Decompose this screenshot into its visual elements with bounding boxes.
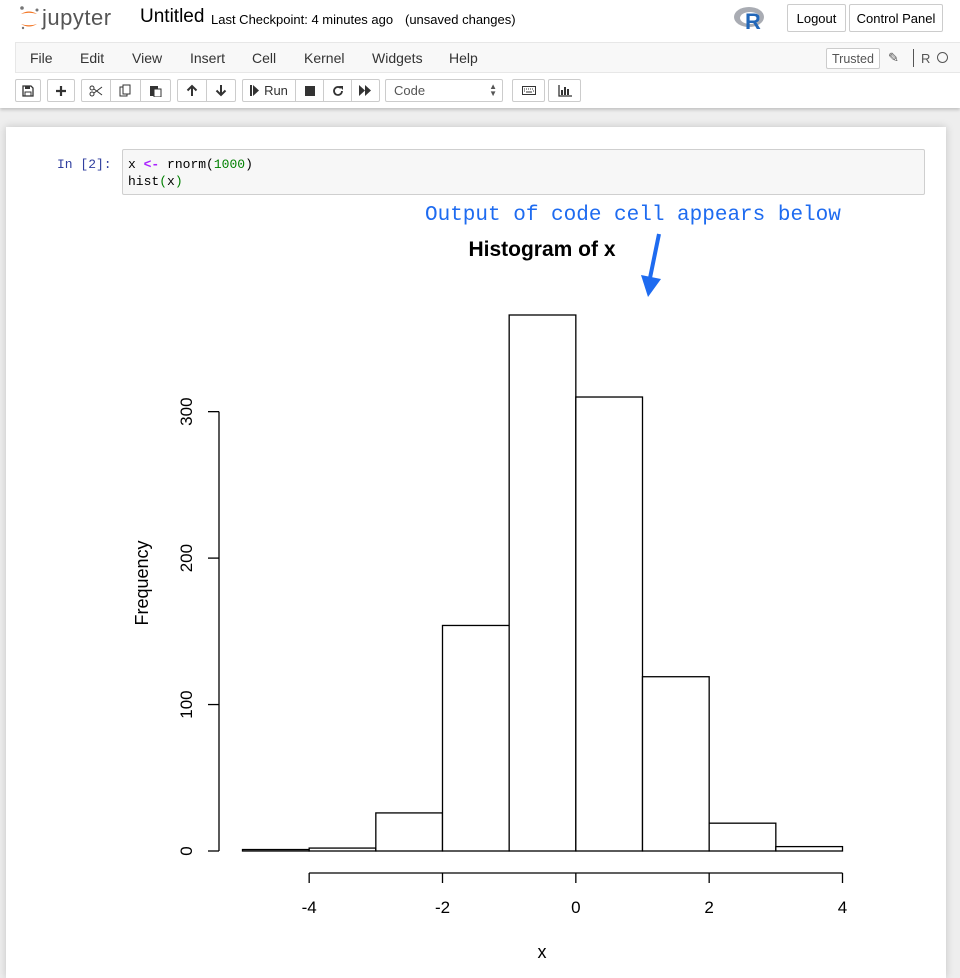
autosave-status: (unsaved changes) xyxy=(405,12,516,27)
checkpoint-status: Last Checkpoint: 4 minutes ago xyxy=(211,12,394,27)
menu-edit[interactable]: Edit xyxy=(80,50,105,66)
run-label: Run xyxy=(264,83,288,98)
code-arg: x xyxy=(167,174,175,189)
kernel-divider xyxy=(913,49,914,67)
plus-icon xyxy=(56,85,66,96)
cell-type-value: Code xyxy=(394,83,426,98)
histogram-bar xyxy=(775,845,844,852)
arrow-down-icon xyxy=(215,85,227,97)
menu-help[interactable]: Help xyxy=(449,50,478,66)
control-panel-button[interactable]: Control Panel xyxy=(849,4,943,32)
code-line-1: x <- rnorm(1000) xyxy=(128,156,919,173)
stop-icon xyxy=(304,85,315,96)
restart-run-all-button[interactable] xyxy=(351,79,380,102)
jupyter-logo[interactable]: jupyter xyxy=(18,4,112,32)
jupyter-logo-icon xyxy=(20,6,39,30)
paste-button[interactable] xyxy=(140,79,171,102)
y-tick-label: 0 xyxy=(177,846,196,855)
histogram-bar xyxy=(575,396,644,852)
kernel-idle-icon xyxy=(937,52,948,63)
run-button[interactable]: Run xyxy=(242,79,296,102)
x-axis-label: x xyxy=(538,942,547,962)
x-tick-label: -4 xyxy=(302,898,317,917)
code-assign-op: <- xyxy=(143,157,160,172)
x-tick-label: 4 xyxy=(838,898,847,917)
histogram-bar xyxy=(441,624,510,852)
y-tick-label: 300 xyxy=(177,397,196,425)
notebook-header: jupyter Untitled Last Checkpoint: 4 minu… xyxy=(0,0,960,108)
chart-title: Histogram of x xyxy=(468,238,615,261)
code-close-paren: ) xyxy=(245,157,253,172)
menu-view[interactable]: View xyxy=(132,50,163,66)
chart-button[interactable] xyxy=(548,79,581,102)
x-tick-label: -2 xyxy=(435,898,450,917)
paste-icon xyxy=(150,86,162,97)
cell-type-select[interactable]: Code ▲ ▼ xyxy=(385,79,503,102)
run-icon xyxy=(250,85,260,96)
code-fn-hist: hist xyxy=(128,174,160,189)
kernel-name: R xyxy=(921,51,931,66)
code-number: 1000 xyxy=(213,157,246,172)
menu-file[interactable]: File xyxy=(30,50,53,66)
y-tick-label: 200 xyxy=(177,544,196,572)
code-line-2: hist(x) xyxy=(128,173,919,190)
select-arrows-icon: ▲ ▼ xyxy=(489,82,497,98)
keyboard-icon xyxy=(521,86,536,95)
copy-icon xyxy=(119,84,131,97)
histogram-bar xyxy=(375,812,444,852)
y-tick-label: 100 xyxy=(177,690,196,718)
x-tick-label: 0 xyxy=(571,898,580,917)
command-palette-button[interactable] xyxy=(512,79,545,102)
save-icon xyxy=(22,84,34,97)
scissors-icon xyxy=(89,85,103,96)
cell-prompt: In [2]: xyxy=(57,157,112,172)
code-close-paren-2: ) xyxy=(174,174,183,189)
menubar: File Edit View Insert Cell Kernel Widget… xyxy=(15,42,960,73)
menu-kernel[interactable]: Kernel xyxy=(304,50,345,66)
insert-cell-button[interactable] xyxy=(47,79,75,102)
trusted-indicator[interactable]: Trusted xyxy=(826,48,880,69)
interrupt-button[interactable] xyxy=(295,79,324,102)
histogram-bar xyxy=(241,848,310,852)
histogram-bar xyxy=(508,314,577,852)
histogram-bar xyxy=(641,676,710,852)
bar-chart-icon xyxy=(557,84,572,97)
x-tick-label: 2 xyxy=(704,898,713,917)
notebook-name[interactable]: Untitled xyxy=(140,6,205,27)
menu-widgets[interactable]: Widgets xyxy=(372,50,423,66)
logout-button[interactable]: Logout xyxy=(787,4,846,32)
restart-icon xyxy=(332,85,343,96)
annotation-text: Output of code cell appears below xyxy=(425,204,841,227)
move-down-button[interactable] xyxy=(206,79,236,102)
histogram-bar xyxy=(308,847,377,852)
fast-forward-icon xyxy=(359,85,371,96)
histogram-bar xyxy=(708,822,777,852)
save-button[interactable] xyxy=(15,79,41,102)
pencil-icon[interactable]: ✎ xyxy=(888,50,899,65)
code-open-paren: ( xyxy=(159,174,168,189)
y-axis-label: Frequency xyxy=(132,540,152,625)
code-cell-input[interactable]: x <- rnorm(1000) hist(x) xyxy=(122,149,925,195)
restart-button[interactable] xyxy=(323,79,352,102)
r-kernel-logo-icon: R xyxy=(734,7,764,32)
code-var: x xyxy=(128,157,136,172)
arrow-up-icon xyxy=(186,84,198,96)
menu-insert[interactable]: Insert xyxy=(190,50,226,66)
svg-text:R: R xyxy=(745,9,761,32)
annotation-arrow-icon xyxy=(641,233,661,297)
menu-cell[interactable]: Cell xyxy=(252,50,277,66)
code-fn: rnorm( xyxy=(167,157,214,172)
jupyter-wordmark: jupyter xyxy=(42,5,112,30)
